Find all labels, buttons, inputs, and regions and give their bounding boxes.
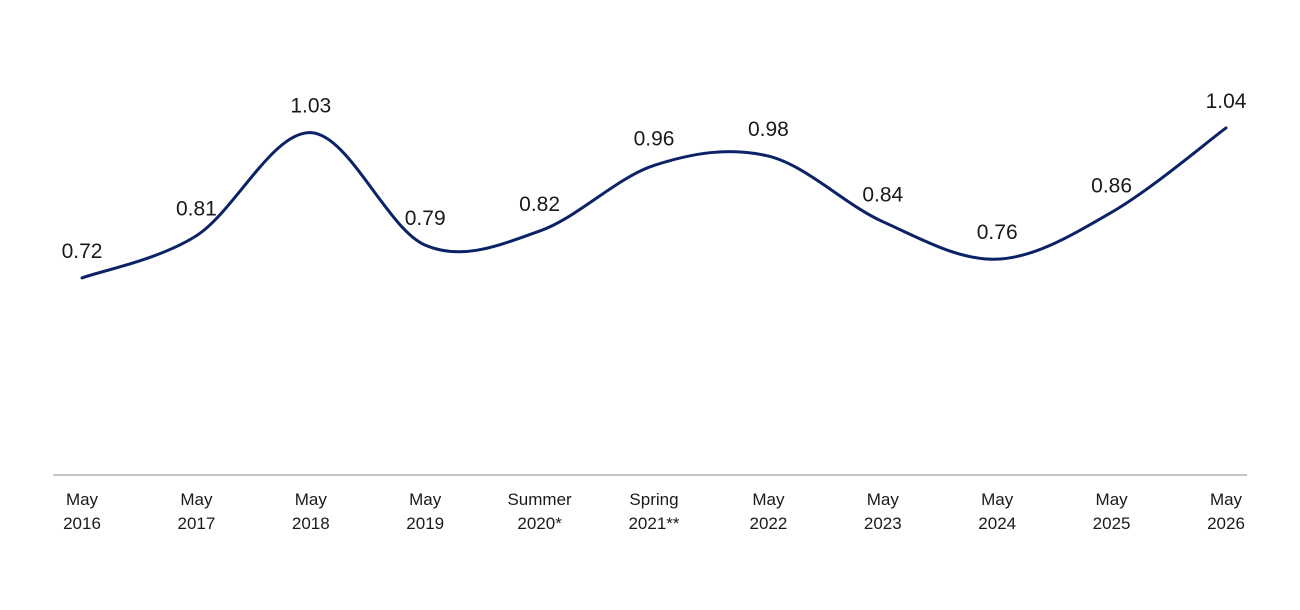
x-tick-label: May bbox=[1096, 490, 1129, 509]
x-tick-label: 2025 bbox=[1093, 514, 1131, 533]
x-tick-label: 2022 bbox=[749, 514, 787, 533]
data-labels: 0.72 0.81 1.03 0.79 0.82 0.96 0.98 0.84 0.76 0.86… bbox=[62, 90, 1247, 263]
x-tick-label: Summer bbox=[507, 490, 572, 509]
data-label: 0.76 bbox=[977, 221, 1018, 244]
x-tick-label: 2017 bbox=[177, 514, 215, 533]
data-label: 0.98 bbox=[748, 118, 789, 141]
data-label: 0.79 bbox=[405, 207, 446, 230]
x-tick-label: May bbox=[66, 490, 99, 509]
x-tick-label: 2018 bbox=[292, 514, 330, 533]
x-tick-label: May bbox=[180, 490, 213, 509]
x-tick-label: May bbox=[752, 490, 785, 509]
x-tick-label: 2026 bbox=[1207, 514, 1245, 533]
data-label: 0.96 bbox=[634, 127, 675, 150]
x-tick-label: 2019 bbox=[406, 514, 444, 533]
data-label: 0.86 bbox=[1091, 174, 1132, 197]
x-tick-label: Spring bbox=[629, 490, 678, 509]
series-line bbox=[80, 126, 1228, 280]
data-label: 0.72 bbox=[62, 240, 103, 263]
x-tick-label: May bbox=[1210, 490, 1243, 509]
x-tick-label: May bbox=[981, 490, 1014, 509]
x-tick-label: 2023 bbox=[864, 514, 902, 533]
series-group bbox=[80, 126, 1228, 280]
x-axis-tick-labels: May 2016 May 2017 May 2018 May 2019 Summer 2020* S… bbox=[63, 490, 1245, 533]
x-tick-label: 2020* bbox=[517, 514, 562, 533]
data-label: 0.81 bbox=[176, 198, 217, 221]
data-label: 0.84 bbox=[862, 184, 903, 207]
x-tick-label: May bbox=[867, 490, 900, 509]
data-label: 1.04 bbox=[1206, 90, 1247, 113]
x-tick-label: 2024 bbox=[978, 514, 1016, 533]
data-label: 1.03 bbox=[290, 95, 331, 118]
x-tick-label: May bbox=[295, 490, 328, 509]
data-label: 0.82 bbox=[519, 193, 560, 216]
x-tick-label: 2016 bbox=[63, 514, 101, 533]
x-tick-label: 2021** bbox=[628, 514, 679, 533]
x-tick-label: May bbox=[409, 490, 442, 509]
